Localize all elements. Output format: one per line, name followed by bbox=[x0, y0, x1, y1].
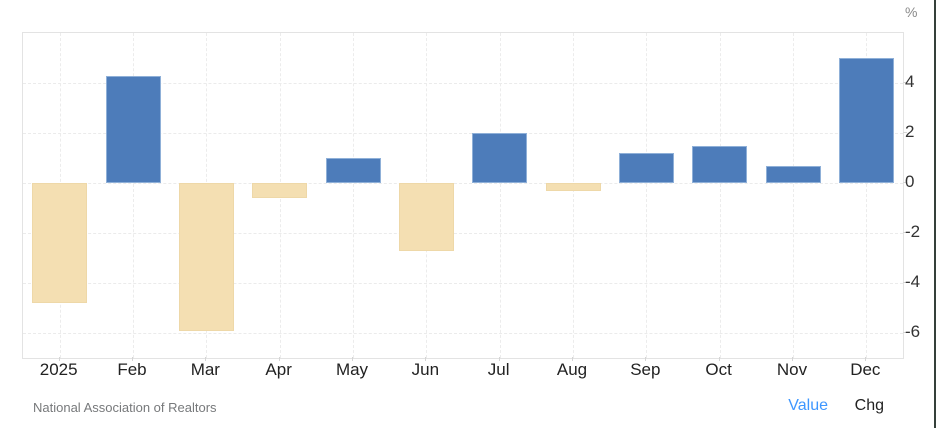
bar-aug[interactable] bbox=[545, 183, 601, 191]
horizontal-gridline bbox=[23, 283, 903, 284]
vertical-gridline bbox=[353, 33, 354, 358]
x-axis-tick bbox=[425, 357, 427, 361]
horizontal-gridline bbox=[23, 333, 903, 334]
bar-jun[interactable] bbox=[398, 183, 454, 251]
y-axis-label: -2 bbox=[905, 222, 921, 241]
bar-apr[interactable] bbox=[252, 183, 308, 198]
x-axis-tick bbox=[58, 357, 60, 361]
x-axis-label: Jul bbox=[487, 360, 510, 379]
vertical-gridline bbox=[719, 33, 721, 358]
x-axis-label: Feb bbox=[117, 360, 147, 379]
y-axis-label: 4 bbox=[905, 72, 915, 91]
y-axis-label: -6 bbox=[905, 322, 921, 341]
y-axis-tick bbox=[903, 132, 907, 133]
x-axis-tick bbox=[205, 357, 207, 361]
y-axis-label: 2 bbox=[905, 122, 915, 141]
bar-nov[interactable] bbox=[765, 165, 821, 183]
y-axis-tick bbox=[903, 232, 907, 233]
vertical-gridline bbox=[499, 33, 501, 358]
x-axis-tick bbox=[278, 357, 280, 361]
x-axis-label: Nov bbox=[776, 360, 808, 379]
x-axis-label: May bbox=[335, 360, 369, 379]
x-axis-label: Mar bbox=[190, 360, 220, 379]
x-axis-tick bbox=[498, 357, 500, 361]
y-axis-tick bbox=[903, 282, 907, 283]
x-axis-tick bbox=[352, 357, 353, 361]
y-axis-tick bbox=[903, 82, 907, 83]
bar-may[interactable] bbox=[325, 158, 381, 183]
bar-dec[interactable] bbox=[838, 58, 894, 183]
x-axis-label: Dec bbox=[850, 360, 881, 379]
y-axis-tick bbox=[903, 332, 907, 333]
page-right-border bbox=[934, 0, 936, 428]
bar-oct[interactable] bbox=[692, 145, 748, 183]
source-attribution: National Association of Realtors bbox=[33, 400, 217, 415]
bar-jul[interactable] bbox=[472, 133, 528, 183]
horizontal-gridline bbox=[23, 233, 903, 234]
vertical-gridline bbox=[793, 33, 794, 358]
x-axis-label: 2025 bbox=[39, 360, 78, 379]
x-axis-tick bbox=[792, 357, 793, 361]
x-axis-tick bbox=[645, 357, 647, 361]
vertical-gridline bbox=[573, 33, 574, 358]
bar-mar[interactable] bbox=[178, 183, 234, 331]
y-axis-unit-label: % bbox=[905, 4, 918, 20]
horizontal-gridline bbox=[23, 133, 903, 134]
vertical-gridline bbox=[133, 33, 134, 358]
x-axis-label: Apr bbox=[265, 360, 292, 379]
x-axis-label: Jun bbox=[411, 360, 440, 379]
bar-sep[interactable] bbox=[618, 153, 674, 183]
y-axis-label: -4 bbox=[905, 272, 921, 291]
x-axis-label: Oct bbox=[705, 360, 732, 379]
bar-feb[interactable] bbox=[105, 75, 161, 183]
plot-area bbox=[22, 32, 904, 359]
y-axis-tick bbox=[903, 182, 907, 183]
x-axis-tick bbox=[865, 357, 867, 361]
vertical-gridline bbox=[646, 33, 648, 358]
y-axis-label: 0 bbox=[905, 172, 915, 191]
bar-2025[interactable] bbox=[32, 183, 88, 303]
x-axis-label: Sep bbox=[630, 360, 661, 379]
horizontal-gridline bbox=[23, 183, 903, 184]
vertical-gridline bbox=[866, 33, 868, 358]
x-axis-tick bbox=[718, 357, 720, 361]
x-axis-tick bbox=[132, 357, 133, 361]
x-axis-tick bbox=[572, 357, 573, 361]
chg-toggle-link[interactable]: Chg bbox=[854, 397, 884, 414]
horizontal-gridline bbox=[23, 83, 903, 84]
x-axis-label: Aug bbox=[556, 360, 588, 379]
value-toggle-link[interactable]: Value bbox=[788, 397, 828, 414]
